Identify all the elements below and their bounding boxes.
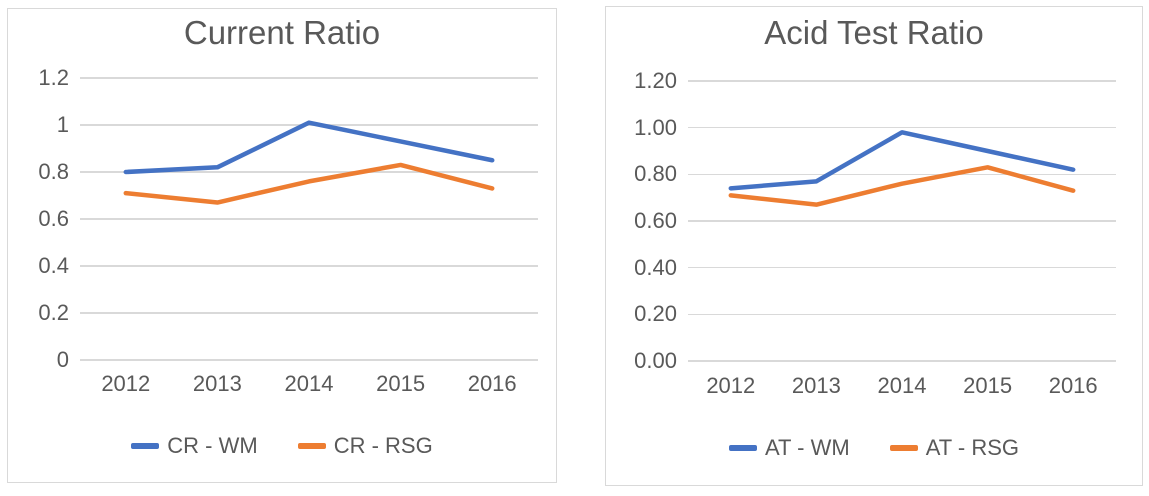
legend-label: AT - RSG — [925, 435, 1020, 460]
x-axis-tick-label: 2013 — [791, 373, 841, 398]
gridline — [80, 312, 538, 314]
gridline — [688, 126, 1116, 129]
series-line-cr-rsg — [123, 162, 495, 205]
legend-marker-icon — [889, 445, 918, 451]
legend-marker-icon — [728, 445, 757, 451]
series-lines — [728, 130, 1076, 207]
series-lines — [123, 120, 495, 205]
y-axis-tick-label: 0 — [56, 347, 69, 372]
plot-area: 1.2 1 0.8 0.6 0.4 0.2 0 2012 2013 2014 2015 2016 — [8, 9, 556, 482]
legend-marker-icon — [297, 443, 326, 449]
legend-item: CR - RSG — [297, 433, 433, 459]
x-axis-tick-label: 2015 — [963, 373, 1013, 398]
x-axis-tick-label: 2012 — [706, 373, 756, 398]
chart-panel-acid-test-ratio: Acid Test Ratio 1.20 1.00 0.80 0.60 0.40 0.20… — [605, 6, 1143, 486]
gridline — [80, 265, 538, 267]
chart-title: Current Ratio — [183, 14, 381, 51]
x-axis-tick-label: 2014 — [284, 371, 334, 396]
gridline — [688, 313, 1116, 316]
y-axis-tick-label: 1.00 — [634, 114, 677, 140]
series-line-at-rsg — [728, 165, 1076, 207]
chart-panel-current-ratio: Current Ratio 1.2 1 0.8 0.6 0.4 0.2 0 2012 2013 2… — [7, 8, 557, 483]
y-axis-tick-label: 0.2 — [38, 300, 69, 325]
gridline — [688, 173, 1116, 176]
gridline — [688, 360, 1116, 362]
gridline — [80, 77, 538, 79]
legend: CR - WM CR - RSG — [8, 433, 556, 459]
y-axis-tick-label: 0.8 — [38, 159, 69, 184]
y-axis-tick-label: 0.4 — [38, 253, 69, 278]
y-axis-tick-label: 0.40 — [634, 254, 677, 280]
chart-title: Acid Test Ratio — [764, 14, 984, 51]
y-axis-tick-label: 0.6 — [38, 206, 69, 231]
legend-label: CR - RSG — [333, 433, 433, 458]
gridline — [80, 171, 538, 173]
gridline — [688, 80, 1116, 82]
gridline — [688, 220, 1116, 222]
y-axis-tick-label: 1.20 — [634, 68, 677, 93]
legend-marker-icon — [131, 443, 160, 449]
legend-label: CR - WM — [167, 433, 258, 458]
gridline — [80, 218, 538, 220]
y-axis-tick-label: 0.80 — [634, 161, 677, 187]
legend-item: CR - WM — [131, 433, 258, 459]
legend-item: AT - WM — [728, 435, 850, 461]
legend-label: AT - WM — [764, 435, 850, 460]
x-axis-tick-label: 2014 — [877, 373, 927, 398]
x-axis-tick-label: 2016 — [467, 371, 517, 396]
legend-item: AT - RSG — [889, 435, 1020, 461]
gridline — [688, 266, 1116, 269]
y-axis-tick-label: 0.20 — [634, 301, 677, 327]
series-line-cr-wm — [123, 120, 495, 175]
series-line-at-wm — [728, 130, 1076, 191]
x-axis-tick-label: 2012 — [101, 371, 151, 396]
y-axis-tick-label: 1.2 — [38, 65, 69, 90]
plot-area: 1.20 1.00 0.80 0.60 0.40 0.20 0.00 2012 2013 2014… — [606, 7, 1142, 485]
x-axis-tick-label: 2013 — [192, 371, 242, 396]
y-axis-tick-label: 1 — [56, 112, 69, 137]
x-axis-tick-label: 2015 — [376, 371, 426, 396]
gridline — [80, 359, 538, 361]
legend: AT - WM AT - RSG — [606, 435, 1142, 461]
y-axis-tick-label: 0.60 — [634, 208, 677, 233]
y-axis-tick-label: 0.00 — [634, 348, 677, 373]
x-axis-tick-label: 2016 — [1048, 373, 1098, 398]
